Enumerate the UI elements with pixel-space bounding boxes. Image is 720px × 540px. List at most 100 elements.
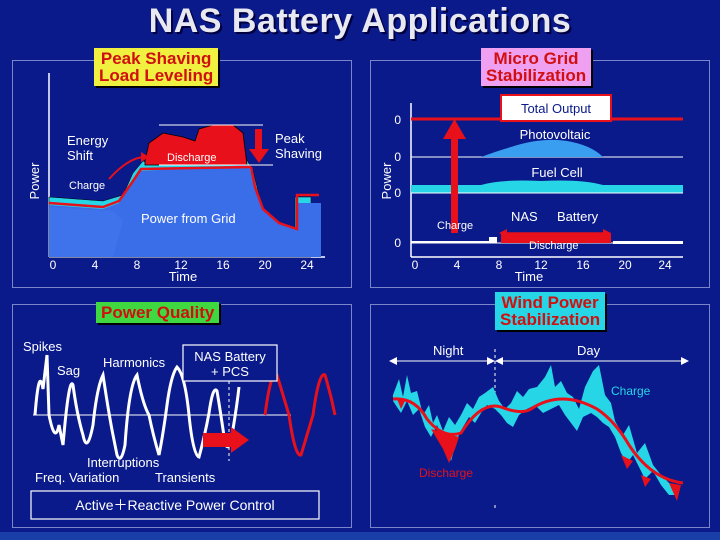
micro-grid-tag: Micro Grid Stabilization [481,48,592,86]
x-tick: 4 [92,258,99,272]
discharge-label: Discharge [167,152,217,164]
footer-label: Active＋Reactive Power Control [75,497,274,513]
x-tick: 24 [658,258,672,272]
y-axis-label: Power [379,162,394,200]
interruptions-label: Interruptions [87,455,160,470]
x-tick: 12 [174,258,188,272]
tag-line: Stabilization [500,310,601,329]
discharge-dip [397,399,405,409]
peak-shaving-tag: Peak Shaving Load Leveling [94,48,219,86]
energy-shift-label-1: Energy [67,133,109,148]
x-tick: 24 [300,258,314,272]
base-load-shade [49,207,123,257]
charge-label: Charge [611,384,651,398]
night-arrow-right [487,357,495,365]
pv-area [481,139,603,157]
peak-shaving-label-2: Shaving [275,146,322,161]
night-arrow-left [389,357,397,365]
smoothed-output-line [392,397,684,485]
correction-arrow-head [231,427,249,453]
power-quality-diagram: Spikes Sag Harmonics NAS Battery + PCS I… [23,339,337,520]
fc-label: Fuel Cell [531,165,582,180]
footer-box [30,490,320,520]
grid-label: Power from Grid [141,211,236,226]
charge-arrow-head [443,119,466,139]
discharge-dip [431,429,459,463]
peak-shaving-arrow-head [249,149,269,163]
grid-power-area [49,165,321,257]
charge-arrow-shaft [451,137,458,233]
x-axis-label: Time [515,269,543,284]
discharge-arrow-right [603,229,611,237]
slide-title: NAS Battery Applications [148,2,572,40]
distorted-waveform [33,354,241,460]
day-arrow-left [495,357,503,365]
correction-arrow-shaft [203,433,233,447]
bottom-strip [0,532,720,540]
total-output-label: Total Output [521,101,591,116]
discharge-dip [641,475,651,487]
y-axis-label: Power [27,162,42,200]
wind-power-tag: Wind Power Stabilization [495,292,606,330]
x-tick: 8 [496,258,503,272]
leveled-line [249,166,319,231]
nas-evening-charge [613,241,683,244]
tag-line: Micro Grid [493,49,579,68]
tag-line: Wind Power [501,293,599,312]
panel-wind-power: Night Day Charge Discharge [370,304,710,528]
x-tick: 8 [134,258,141,272]
nas-pcs-label-1: NAS Battery [194,349,266,364]
spikes-label: Spikes [23,339,63,354]
x-tick: 16 [216,258,230,272]
tag-line: Power Quality [101,303,215,322]
tag-line: Load Leveling [99,66,214,85]
harmonics-label: Harmonics [103,355,166,370]
peak-shaving-chart: Power Energy Shift Charge Discharge Peak… [27,73,325,284]
charge-line [48,165,252,209]
peak-shaving-label-1: Peak [275,131,305,146]
nas-label: NAS [511,209,538,224]
fuel-cell-bump [481,180,603,185]
day-label: Day [577,343,601,358]
panel-power-quality: Spikes Sag Harmonics NAS Battery + PCS I… [12,304,352,528]
x-tick: 0 [50,258,57,272]
peak-shaving-arrow-shaft [255,129,262,151]
discharge-arrow-left [499,229,507,237]
zero-label: 0 [394,113,401,127]
fuel-cell-area [411,185,683,193]
tag-line: Peak Shaving [100,49,212,68]
tag-line: Stabilization [486,66,587,85]
x-tick-labels: 0 4 8 12 16 20 24 [412,258,672,272]
discharge-label: Discharge [529,240,579,252]
night-label: Night [433,343,464,358]
micro-grid-chart: Power 0 0 0 0 Total Output Photovoltaic … [379,94,683,284]
x-tick: 4 [454,258,461,272]
nas-pcs-label-2: + PCS [211,364,249,379]
power-quality-tag: Power Quality [96,302,220,323]
discharge-label: Discharge [419,466,473,480]
freq-label: Freq. Variation [35,470,119,485]
panel-peak-shaving: Power Energy Shift Charge Discharge Peak… [12,60,352,288]
nas-charge-area [411,237,497,243]
x-tick: 0 [412,258,419,272]
x-tick: 12 [534,258,548,272]
day-arrow-right [681,357,689,365]
pv-label: Photovoltaic [520,127,591,142]
nas-discharge-area [501,233,611,243]
discharge-dip [621,455,633,469]
battery-label: Battery [557,209,599,224]
energy-shift-arrowhead [141,152,149,162]
zero-label: 0 [394,186,401,200]
charge-label: Charge [69,180,105,192]
sag-label: Sag [57,363,80,378]
wind-power-chart: Night Day Charge Discharge [389,343,689,511]
energy-shift-label-2: Shift [67,148,93,163]
zero-label: 0 [394,150,401,164]
x-tick: 20 [258,258,272,272]
transients-label: Transients [155,470,216,485]
x-axis-label: Time [169,269,197,284]
x-tick-labels: 0 4 8 12 16 20 24 [50,258,314,272]
total-output-box [500,94,612,122]
x-tick: 16 [576,258,590,272]
